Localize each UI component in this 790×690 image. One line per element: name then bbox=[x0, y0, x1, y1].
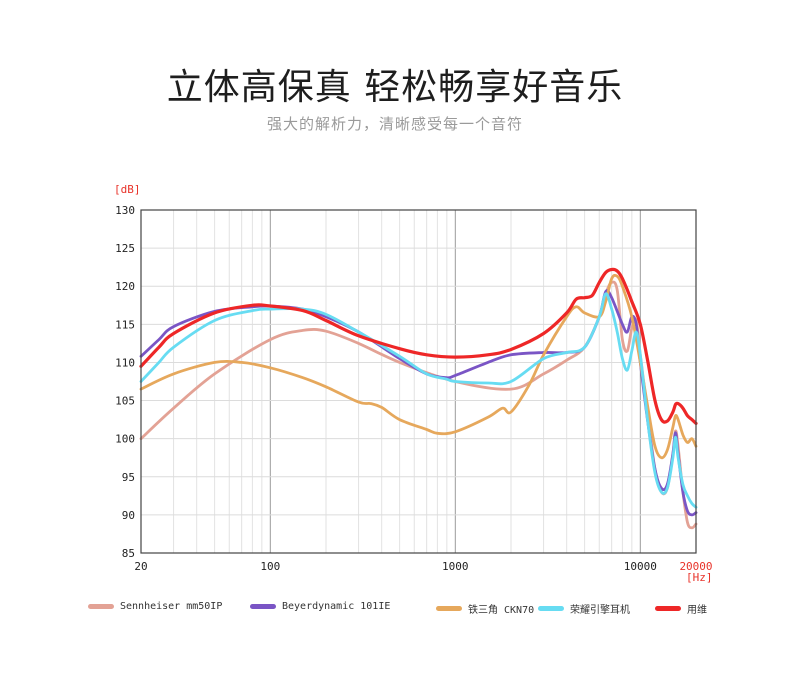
x-axis-label: [Hz] bbox=[686, 571, 713, 584]
y-tick-label: 90 bbox=[122, 509, 135, 522]
legend-label: 荣耀引擎耳机 bbox=[570, 605, 630, 616]
y-tick-label: 130 bbox=[115, 204, 135, 217]
x-tick-label: 10000 bbox=[624, 560, 657, 573]
series-line-5 bbox=[139, 267, 698, 425]
legend-label: 铁三角 CKN70 bbox=[468, 605, 535, 616]
y-tick-label: 85 bbox=[122, 547, 135, 560]
legend-swatch bbox=[655, 606, 681, 611]
series-line-4 bbox=[139, 292, 698, 509]
y-tick-label: 115 bbox=[115, 318, 135, 331]
y-tick-label: 120 bbox=[115, 280, 135, 293]
legend-item: Beyerdynamic 101IE bbox=[250, 601, 390, 612]
legend-label: Sennheiser mm50IP bbox=[120, 601, 223, 612]
y-tick-labels: 85 90 95 100 105 110 115 120 125 130 bbox=[115, 204, 135, 560]
legend-label: Beyerdynamic 101IE bbox=[282, 601, 391, 612]
legend-item: 荣耀引擎耳机 bbox=[538, 601, 630, 616]
legend-label: 用维 bbox=[687, 605, 707, 616]
legend-swatch bbox=[250, 604, 276, 609]
legend-item: Sennheiser mm50IP bbox=[88, 601, 222, 612]
y-tick-label: 100 bbox=[115, 433, 135, 446]
series-line-3 bbox=[139, 273, 698, 460]
series-layer bbox=[139, 267, 698, 530]
grid-minor bbox=[173, 210, 633, 553]
legend-swatch bbox=[538, 606, 564, 611]
x-tick-label: 20000 bbox=[679, 560, 712, 573]
x-tick-label: 1000 bbox=[442, 560, 469, 573]
page-title: 立体高保真 轻松畅享好音乐 bbox=[166, 67, 624, 108]
legend-item: 用维 bbox=[655, 601, 707, 616]
plot-frame bbox=[140, 209, 697, 554]
legend-swatch bbox=[436, 606, 462, 611]
series-line-1 bbox=[139, 280, 698, 530]
x-tick-label: 100 bbox=[260, 560, 280, 573]
y-tick-label: 110 bbox=[115, 356, 135, 369]
legend-swatch bbox=[88, 604, 114, 609]
y-axis-label: [dB] bbox=[114, 183, 141, 196]
grid-major bbox=[141, 210, 696, 553]
page-subtitle: 强大的解析力，清晰感受每一个音符 bbox=[266, 115, 523, 133]
x-tick-label: 20 bbox=[134, 560, 147, 573]
y-tick-label: 125 bbox=[115, 242, 135, 255]
y-tick-label: 95 bbox=[122, 471, 135, 484]
legend-item: 铁三角 CKN70 bbox=[436, 601, 534, 616]
y-tick-label: 105 bbox=[115, 395, 135, 408]
chart-legend: Sennheiser mm50IP Beyerdynamic 101IE 铁三角 C… bbox=[88, 601, 748, 619]
x-tick-labels: 20 100 1000 10000 20000 bbox=[134, 560, 712, 573]
frequency-response-chart: 85 90 95 100 105 110 115 120 125 130 20 100 1000 100… bbox=[114, 183, 713, 584]
